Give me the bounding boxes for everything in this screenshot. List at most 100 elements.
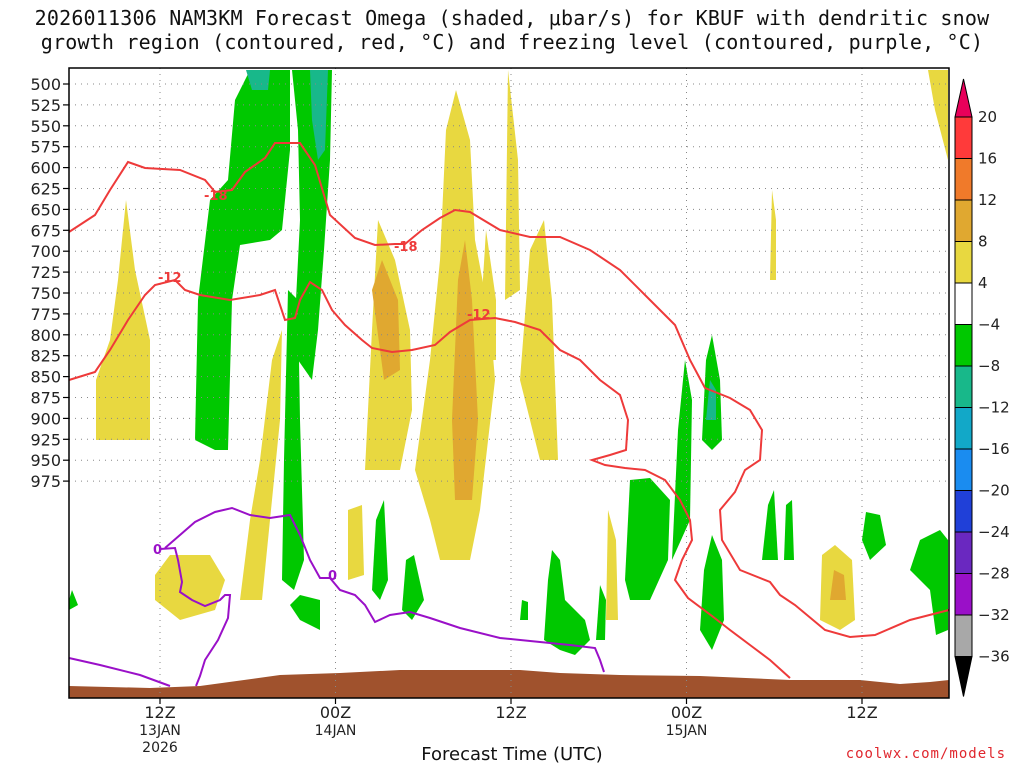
y-tick-label: 700 [30,242,61,261]
x-tick-date: 13JAN [139,723,181,739]
colorbar-segment [954,490,973,533]
y-tick-label: 675 [30,221,61,240]
colorbar-label: −16 [978,440,1010,458]
x-axis-title: Forecast Time (UTC) [421,744,603,765]
y-tick-label: 900 [30,409,61,428]
y-tick-label: 750 [30,284,61,303]
y-tick-label: 975 [30,472,61,491]
freezing-label-2: 0 [328,569,337,584]
colorbar-label: 20 [978,108,997,126]
omega-region-yellow-8 [505,70,520,300]
omega-region-green-7 [544,550,590,655]
colorbar-segment [954,282,973,325]
y-tick-label: 600 [30,159,61,178]
colorbar-label: −32 [978,606,1010,624]
colorbar-label: −28 [978,565,1010,583]
omega-region-green-9 [625,478,670,600]
colorbar-segment [954,116,973,159]
chart-title-line2: growth region (contoured, red, °C) and f… [40,30,984,54]
colorbar-label: 8 [978,233,988,251]
y-tick-label: 575 [30,138,61,157]
colorbar-segment [954,324,973,367]
colorbar-segment [954,573,973,616]
colorbar-segment [954,241,973,284]
x-tick-label: 12Z [495,703,526,722]
colorbar-label: −20 [978,482,1010,500]
dgz-label-1: -18 [204,189,228,204]
y-tick-label: 925 [30,430,61,449]
omega-region-orange-2 [452,240,478,500]
y-tick-label: 800 [30,326,61,345]
colorbar: 20 16 12 8 4 −4 −8 −12 −16 −20 −24 −28 −32 −36 [954,78,1010,697]
credit-text: coolwx.com/models [845,746,1006,762]
freezing-level-contour-2 [159,546,232,687]
y-tick-label: 725 [30,263,61,282]
colorbar-segment [954,199,973,242]
colorbar-label: 12 [978,191,997,209]
y-tick-label: 875 [30,389,61,408]
omega-region-green-5 [372,500,388,600]
dgz-contour-upper [68,142,950,639]
omega-region-yellow-10 [606,510,618,620]
omega-region-green-6 [402,555,424,620]
omega-region-teal-2 [310,70,328,160]
omega-region-green-16 [910,530,948,635]
omega-region-teal-1 [246,70,270,90]
colorbar-segment [954,531,973,574]
omega-region-green-13 [762,490,778,560]
dgz-label-4: -12 [467,308,491,323]
freezing-level-contour-3 [164,506,330,579]
omega-region-yellow-2 [240,330,282,600]
colorbar-segment [954,614,973,657]
colorbar-label: −12 [978,399,1010,417]
plot-frame [68,67,950,699]
colorbar-segment [954,407,973,450]
omega-region-green-15 [862,512,886,560]
freezing-level-contour-1 [68,657,171,687]
omega-region-yellow-13 [928,70,948,160]
omega-region-yellow-4 [348,505,364,580]
omega-region-teal-3 [706,380,716,420]
omega-region-green-1 [195,70,290,450]
colorbar-label: −24 [978,523,1010,541]
colorbar-label: 4 [978,274,988,292]
colorbar-segment [954,365,973,408]
colorbar-segment [954,158,973,201]
x-tick-year: 2026 [142,740,178,756]
x-tick-label: 12Z [144,703,175,722]
y-tick-label: 850 [30,368,61,387]
omega-region-green-14 [784,500,794,560]
x-tick-label: 00Z [671,703,702,722]
colorbar-top-arrow [954,78,973,118]
omega-region-yellow-1 [96,200,150,440]
x-tick-label: 00Z [320,703,351,722]
omega-region-yellow-11 [770,190,776,280]
dgz-label-2: -18 [394,240,418,255]
omega-region-green-18 [520,600,528,620]
y-tick-label: 525 [30,96,61,115]
dgz-label-3: -12 [158,271,182,286]
x-tick-date: 15JAN [666,723,708,739]
colorbar-bottom-arrow [954,656,973,697]
colorbar-label: −8 [978,357,1000,375]
omega-region-green-8 [596,585,606,640]
x-tick-date: 14JAN [315,723,357,739]
chart-title-line1: 2026011306 NAM3KM Forecast Omega (shaded… [34,6,990,30]
y-tick-label: 550 [30,117,61,136]
omega-region-orange-3 [830,570,846,600]
omega-shading [69,70,948,655]
omega-region-yellow-3 [155,555,225,620]
y-tick-label: 825 [30,347,61,366]
y-tick-label: 775 [30,305,61,324]
x-tick-label: 12Z [846,703,877,722]
dgz-contours [68,142,950,679]
omega-region-yellow-7 [478,230,496,360]
freezing-level-contour-4 [329,577,605,673]
freezing-level-contours [68,506,605,687]
colorbar-label: 16 [978,150,997,168]
y-tick-label: 650 [30,200,61,219]
omega-region-green-4 [290,595,320,630]
colorbar-label: −36 [978,648,1010,666]
